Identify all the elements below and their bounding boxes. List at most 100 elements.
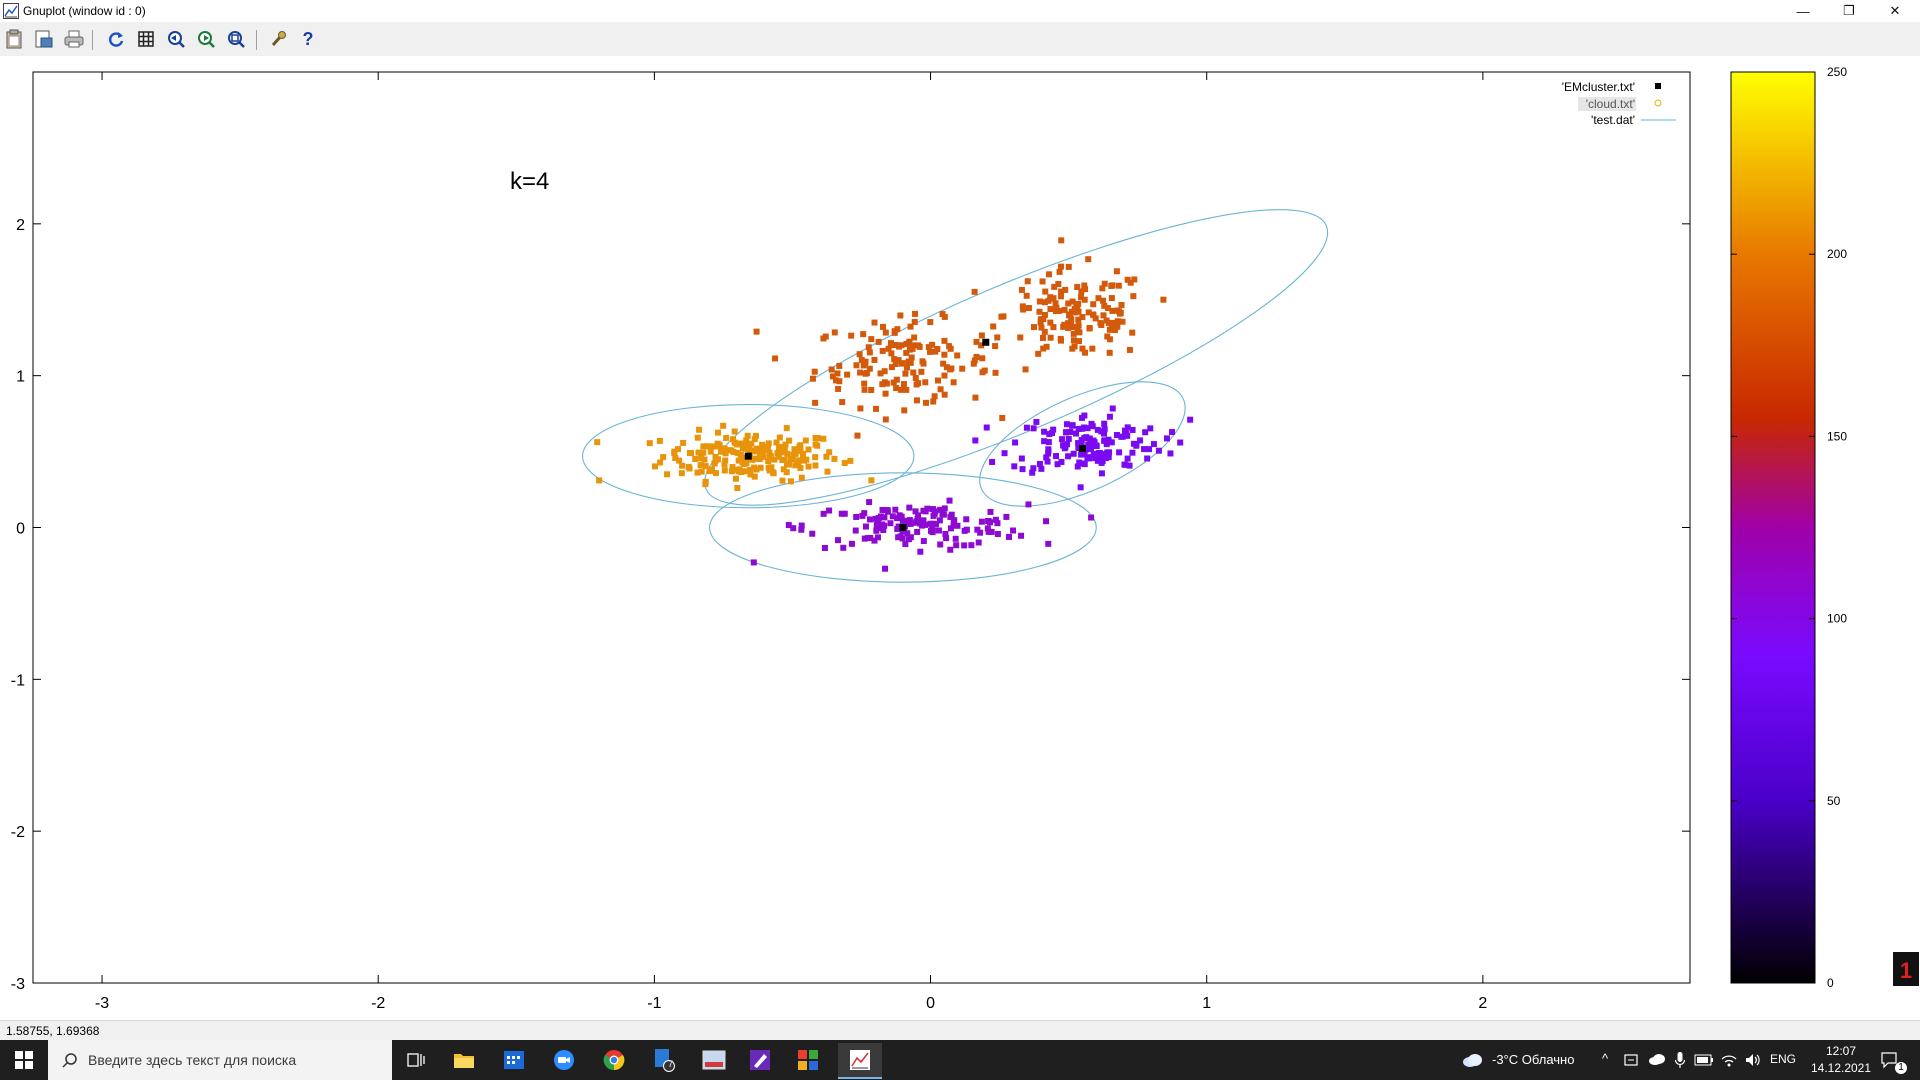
data-point [890,379,897,386]
restore-button[interactable]: ❐ [1826,0,1872,22]
data-point [1088,420,1095,427]
data-point [1106,349,1113,356]
data-point [892,360,899,367]
data-point [797,465,804,472]
data-point [877,370,884,377]
data-point [695,449,702,456]
data-point [1024,278,1031,285]
clock-time[interactable]: 12:07 [1825,1044,1857,1058]
x-tick-label: 2 [1478,995,1487,1012]
task-view-button[interactable] [398,1046,434,1074]
data-point [920,360,927,367]
meet-now-icon[interactable] [1624,1053,1638,1067]
data-point [1044,458,1051,465]
legend-marker-cloud [1654,99,1662,107]
taskbar-app-chrome[interactable] [596,1046,632,1074]
data-point [787,478,794,485]
data-point [1047,319,1054,326]
language-indicator[interactable]: ENG [1770,1052,1797,1066]
data-point [1036,460,1043,467]
cloud-points [594,237,1194,572]
corner-widget: 1 [1893,952,1919,986]
data-point [1045,447,1052,454]
data-point [747,471,754,478]
grid-button[interactable] [134,27,158,51]
y-tick-label: -2 [11,824,25,841]
data-point [757,450,764,457]
data-point [1076,459,1083,466]
data-point [895,523,902,530]
data-point [678,470,685,477]
plot-area[interactable]: -3 -2 -1 0 1 2 2 1 0 -1 -2 -3 k=4 'EMcluster.txt' … [0,56,1920,1020]
taskbar-app-calendar[interactable] [496,1046,532,1074]
export-button[interactable] [32,27,56,51]
colorbar [1730,71,1816,984]
data-point [1101,430,1108,437]
data-point [989,458,996,465]
start-button[interactable] [0,1040,48,1080]
replot-button[interactable] [104,27,128,51]
taskbar-app-editor[interactable] [742,1046,778,1074]
print-button[interactable] [62,27,86,51]
data-point [792,462,799,469]
data-point [1038,465,1045,472]
data-point [1078,288,1085,295]
data-point [756,456,763,463]
notification-icon[interactable] [1880,1051,1900,1069]
volume-icon[interactable] [1744,1052,1762,1068]
cluster-centers [744,338,1086,531]
taskbar-search[interactable]: Введите здесь текст для поиска [48,1040,392,1080]
taskbar-app-office[interactable] [790,1046,826,1074]
data-point [841,460,848,467]
data-point [1101,426,1108,433]
battery-icon[interactable] [1694,1054,1714,1066]
taskbar-app-zoom[interactable] [546,1046,582,1074]
minimize-button[interactable]: — [1780,0,1826,22]
data-point [972,437,979,444]
clock-date[interactable]: 14.12.2021 [1810,1061,1872,1075]
weather-text[interactable]: -3°C Облачно [1492,1052,1575,1067]
unzoom-button[interactable] [224,27,248,51]
onedrive-icon[interactable] [1648,1053,1666,1065]
data-point [1045,450,1052,457]
data-point [861,380,868,387]
data-point [1092,455,1099,462]
data-point [906,517,913,524]
data-point [753,328,760,335]
data-point [1078,439,1085,446]
help-icon: ? [302,28,314,49]
data-point [927,520,934,527]
data-point [994,531,1001,538]
data-point [899,528,906,535]
data-point [1124,432,1131,439]
help-button[interactable]: ? [296,27,320,51]
data-point [871,319,878,326]
wifi-icon[interactable] [1720,1052,1738,1068]
options-button[interactable] [266,27,290,51]
k-annotation: k=4 [510,168,549,195]
microphone-icon[interactable] [1674,1051,1686,1069]
data-point [1090,451,1097,458]
chart[interactable]: -3 -2 -1 0 1 2 2 1 0 -1 -2 -3 k=4 'EMcluster.txt' … [0,56,1920,1020]
data-point [789,455,796,462]
data-point [1030,465,1037,472]
data-point [882,565,889,572]
taskbar-app-gnuplot[interactable] [838,1043,882,1079]
zoom-next-button[interactable] [194,27,218,51]
data-point [1075,338,1082,345]
taskbar-app-explorer[interactable] [446,1046,482,1074]
taskbar-app-documents[interactable]: 7 [646,1046,682,1074]
data-point [1065,453,1072,460]
chevron-up-icon[interactable]: ^ [1602,1051,1609,1066]
data-point [1079,425,1086,432]
data-point [1063,421,1070,428]
data-point [767,453,774,460]
copy-clipboard-button[interactable] [2,27,26,51]
data-point [930,398,937,405]
data-point [947,525,954,532]
data-point [1122,428,1129,435]
close-button[interactable]: ✕ [1872,0,1918,22]
taskbar-app-viewer[interactable] [696,1046,732,1074]
zoom-prev-button[interactable] [164,27,188,51]
colorbar-tick-label: 0 [1827,976,1834,990]
